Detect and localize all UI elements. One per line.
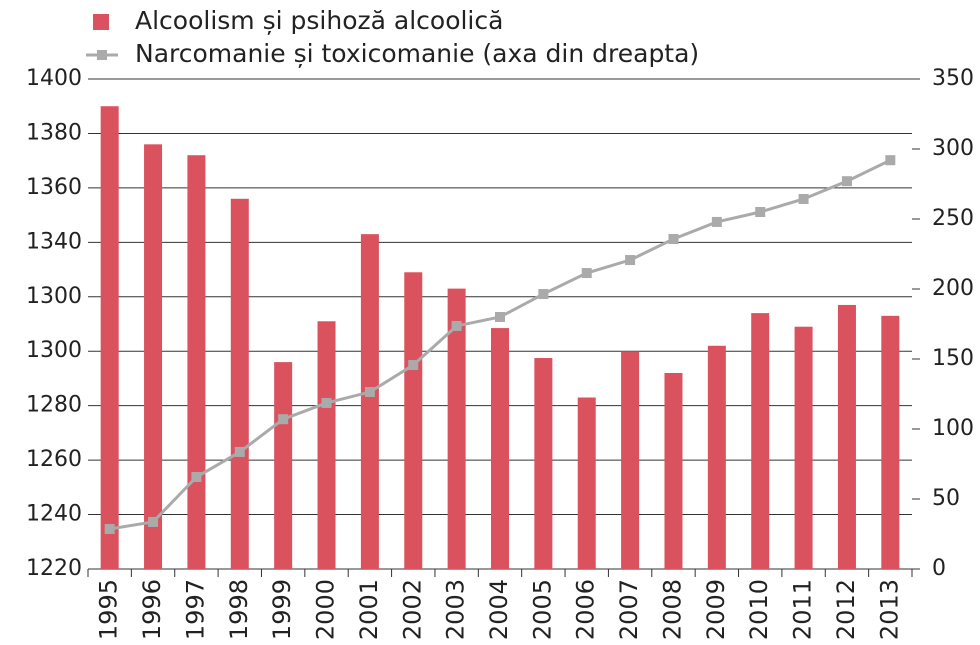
- x-tick-label: 2012: [832, 579, 860, 640]
- y-tick-label: 1260: [26, 447, 82, 472]
- line-marker: [581, 268, 592, 279]
- x-tick-label: 2005: [528, 579, 556, 640]
- bar: [707, 345, 726, 569]
- y-tick-label: 1280: [26, 393, 82, 418]
- x-tick-label: 1997: [181, 579, 209, 640]
- bar: [794, 326, 813, 569]
- line-marker: [234, 446, 245, 457]
- line-marker: [104, 523, 115, 534]
- line-marker: [451, 320, 462, 331]
- x-tick-label: 1996: [138, 579, 166, 640]
- x-tick-label: 2002: [398, 579, 426, 640]
- line-marker: [191, 472, 202, 483]
- y-tick-label: 1220: [26, 556, 82, 581]
- x-tick-label: 2007: [615, 579, 643, 640]
- bar: [274, 362, 293, 569]
- x-tick-label: 2006: [572, 579, 600, 640]
- bar: [230, 198, 249, 569]
- y2-tick-label: 50: [932, 486, 960, 511]
- line-marker: [668, 234, 679, 245]
- line-marker: [148, 516, 159, 527]
- legend-label: Alcoolism și psihoză alcoolică: [135, 6, 503, 35]
- x-tick-label: 1995: [95, 579, 123, 640]
- x-tick-label: 2010: [745, 579, 773, 640]
- y2-tick-label: 200: [932, 276, 974, 301]
- x-tick-label: 2004: [485, 579, 513, 640]
- line-marker: [711, 216, 722, 227]
- bar: [621, 351, 640, 569]
- y-tick-label: 1240: [26, 502, 82, 527]
- x-tick-label: 2008: [658, 579, 686, 640]
- y-tick-label: 1380: [26, 120, 82, 145]
- y-tick-label: 1340: [26, 229, 82, 254]
- bar: [317, 321, 336, 569]
- x-tick-label: 2009: [702, 579, 730, 640]
- x-tick-label: 2000: [312, 579, 340, 640]
- x-tick-label: 1998: [225, 579, 253, 640]
- x-tick-label: 2001: [355, 579, 383, 640]
- y2-tick-label: 300: [932, 136, 974, 161]
- y-tick-label: 1360: [26, 175, 82, 200]
- line-marker: [625, 255, 636, 266]
- line-marker: [841, 176, 852, 187]
- bar: [360, 234, 379, 569]
- y-tick-label: 1300: [26, 338, 82, 363]
- legend-swatch: [93, 14, 109, 30]
- y2-tick-label: 0: [932, 556, 946, 581]
- bar: [100, 106, 119, 569]
- bar: [577, 397, 596, 569]
- line-marker: [364, 387, 375, 398]
- bar: [664, 373, 683, 569]
- x-tick-label: 2013: [875, 579, 903, 640]
- x-tick-label: 2011: [789, 579, 817, 640]
- x-tick-label: 2003: [442, 579, 470, 640]
- y2-tick-label: 150: [932, 346, 974, 371]
- bar: [144, 144, 163, 570]
- line-marker: [495, 312, 505, 322]
- line-marker: [321, 397, 332, 408]
- y-tick-label: 1300: [26, 284, 82, 309]
- y-tick-label: 1400: [26, 66, 82, 91]
- legend-marker: [97, 50, 107, 60]
- bar: [404, 272, 423, 569]
- legend-label: Narcomanie și toxicomanie (axa din dreap…: [135, 39, 699, 68]
- line-marker: [885, 155, 896, 166]
- bar: [751, 313, 770, 569]
- y2-tick-label: 100: [932, 416, 974, 441]
- bar: [447, 288, 466, 569]
- line-marker: [798, 193, 809, 204]
- x-tick-label: 1999: [268, 579, 296, 640]
- bar: [534, 358, 553, 569]
- line-marker: [278, 414, 289, 425]
- line-marker: [408, 360, 419, 371]
- y2-tick-label: 250: [932, 206, 974, 231]
- bar: [491, 328, 509, 569]
- bar: [837, 304, 856, 569]
- line-marker: [755, 207, 766, 217]
- bar: [881, 315, 900, 569]
- line-marker: [538, 289, 549, 300]
- y2-tick-label: 350: [932, 66, 974, 91]
- bar: [187, 155, 206, 569]
